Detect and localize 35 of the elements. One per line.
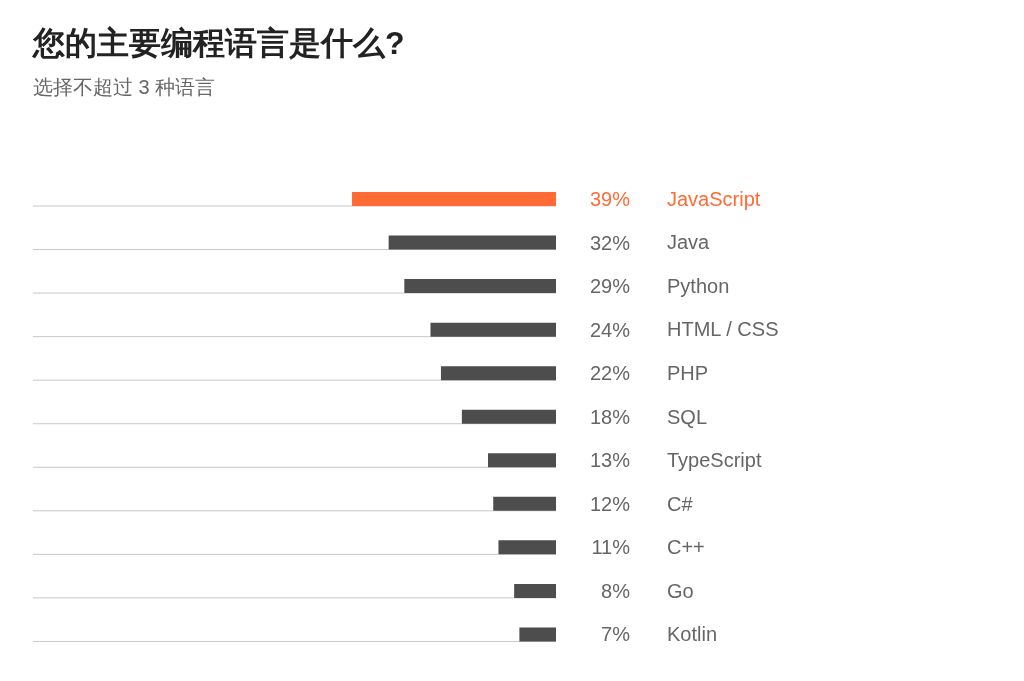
y-tick-label: Kotlin xyxy=(667,623,718,646)
data-label: 7% xyxy=(601,623,631,646)
data-label: 11% xyxy=(591,536,631,559)
bar xyxy=(404,279,556,294)
bar xyxy=(430,322,556,337)
data-label: 24% xyxy=(589,318,631,341)
data-label: 8% xyxy=(601,579,631,602)
data-label: 39% xyxy=(589,188,631,210)
y-tick-label: TypeScript xyxy=(667,449,762,472)
bar xyxy=(388,235,556,250)
data-label: 29% xyxy=(589,275,631,298)
bar xyxy=(488,453,556,468)
bar xyxy=(352,192,556,206)
data-label: 18% xyxy=(589,405,631,428)
data-label: 13% xyxy=(589,449,631,472)
bar xyxy=(498,540,556,555)
bar xyxy=(519,627,556,642)
data-label: 12% xyxy=(589,492,631,515)
bar xyxy=(440,366,556,381)
bar xyxy=(461,409,556,424)
y-tick-label: Java xyxy=(667,231,711,254)
bar xyxy=(514,583,556,598)
y-tick-label: C# xyxy=(667,492,694,515)
y-tick-label: C++ xyxy=(667,536,705,559)
y-tick-label: Python xyxy=(667,274,730,297)
bar xyxy=(493,496,556,511)
y-tick-label: SQL xyxy=(667,405,708,428)
y-tick-label: JavaScript xyxy=(667,187,761,210)
chart-title: 您的主要编程语言是什么? xyxy=(33,24,405,63)
chart-subtitle: 选择不超过 3 种语言 xyxy=(33,75,216,100)
y-tick-label: Go xyxy=(667,579,694,602)
y-tick-label: PHP xyxy=(667,361,709,384)
y-tick-label: HTML / CSS xyxy=(667,318,779,341)
data-label: 32% xyxy=(589,231,631,254)
data-label: 22% xyxy=(589,362,631,385)
